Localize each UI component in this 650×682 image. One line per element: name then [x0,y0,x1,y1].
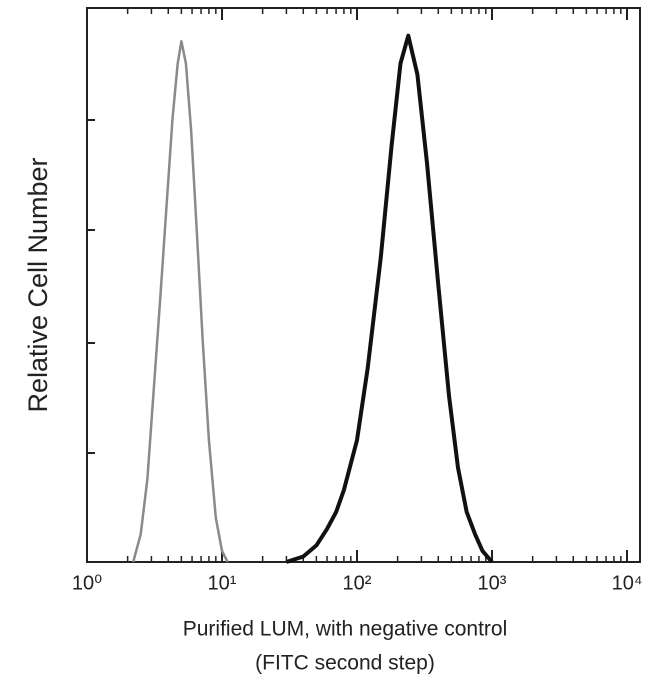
x-tick-label: 10⁰ [72,572,102,594]
x-axis-label: Purified LUM, with negative control [183,618,508,641]
histogram-curve [131,39,229,563]
plot-frame [86,7,641,563]
x-tick-label: 10¹ [208,572,237,594]
histogram-curve [285,33,494,564]
y-minor-ticks [87,119,95,454]
x-tick-label: 10⁴ [612,572,643,594]
y-axis-label: Relative Cell Number [23,157,53,412]
x-tick-label: 10³ [478,572,507,594]
x-tick-label: 10² [343,572,372,594]
x-axis-label: (FITC second step) [255,652,435,675]
